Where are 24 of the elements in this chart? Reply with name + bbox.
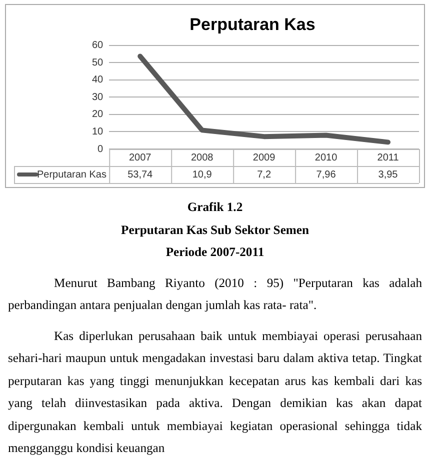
x-tick-label: 2010 xyxy=(314,152,338,164)
text: Menurut Bambang Riyanto (2010 : 95) "Perputaran kas adalah perbandingan antara penjualan dengan jumlah kas rata- rata". xyxy=(8,274,422,314)
data-label: 7,2 xyxy=(257,169,272,180)
text: Grafik 1.2 xyxy=(186,199,244,216)
text: Periode 2007-2011 xyxy=(164,244,266,261)
y-tick-label: 10 xyxy=(92,126,104,138)
text: Perputaran Kas Sub Sektor Semen xyxy=(120,222,310,239)
data-label: 3,95 xyxy=(378,169,398,180)
x-tick-label: 2008 xyxy=(190,152,214,164)
y-tick-label: 30 xyxy=(92,92,104,103)
text: Kas diperlukan perusahaan baik untuk membiayai operasi perusahaan sehari-hari maupun untuk mengadakan investasi baru dalam aktiva tetap. Tingkat perputaran kas yang tinggi menunjukkan kecepatan arus kas kembali dari kas yang telah diinvestasikan pada aktiva. Dengan demikian kas akan dapat dipergunakan kembali untuk membiayai kegiatan operasional sehingga tidak mengganggu kondisi keuangan xyxy=(8,328,422,457)
y-tick-label: 20 xyxy=(92,109,104,120)
y-tick-label: 40 xyxy=(92,74,104,86)
data-label: 10,9 xyxy=(192,169,212,180)
x-tick-label: 2011 xyxy=(377,152,400,164)
x-tick-label: 2007 xyxy=(128,152,152,164)
data-label: 53,74 xyxy=(128,169,154,180)
y-tick-label: 50 xyxy=(92,57,104,68)
y-tick-label: 0 xyxy=(98,144,104,155)
chart-title: Perputaran Kas xyxy=(190,14,316,34)
data-label: 7,96 xyxy=(316,169,336,180)
y-tick-label: 60 xyxy=(92,40,104,52)
x-tick-label: 2009 xyxy=(252,152,276,164)
legend-label: Perputaran Kas xyxy=(37,169,106,180)
